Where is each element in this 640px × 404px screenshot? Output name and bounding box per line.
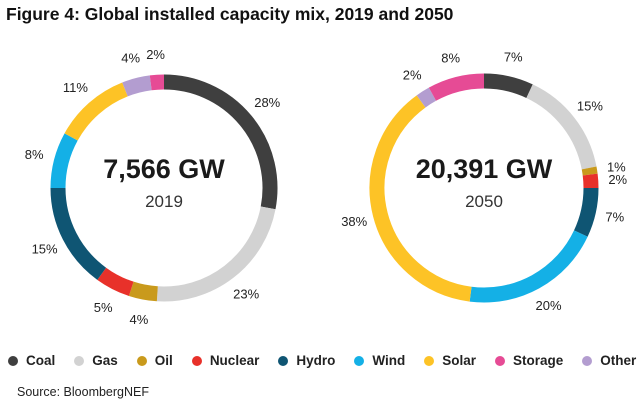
legend-label-nuclear: Nuclear bbox=[209, 353, 260, 368]
legend-item-coal: Coal bbox=[8, 353, 55, 368]
legend-item-other: Other bbox=[582, 353, 636, 368]
slice-label-other-2019: 4% bbox=[121, 51, 140, 66]
center-year-2050: 2050 bbox=[465, 192, 503, 211]
slice-label-gas-2019: 23% bbox=[233, 286, 259, 301]
legend-item-gas: Gas bbox=[74, 353, 118, 368]
legend-swatch-nuclear bbox=[191, 355, 202, 366]
legend-item-storage: Storage bbox=[495, 353, 563, 368]
donut-charts: 28% 23% 4% 5% 15% 8% 11% 4% 2% 7,566 GW 2019 7% 15% 1… bbox=[25, 47, 628, 327]
legend-swatch-coal bbox=[8, 355, 18, 366]
slice-label-hydro-2050: 7% bbox=[605, 210, 624, 225]
legend-swatch-hydro bbox=[278, 355, 289, 366]
legend-label-gas: Gas bbox=[92, 353, 118, 368]
legend-label-coal: Coal bbox=[26, 353, 56, 368]
slice-label-nuclear-2019: 5% bbox=[94, 300, 113, 315]
legend-item-oil: Oil bbox=[136, 353, 173, 368]
slice-oil-2019 bbox=[128, 281, 159, 302]
slice-nuclear-2050 bbox=[582, 173, 599, 189]
slice-label-coal-2050: 7% bbox=[504, 50, 523, 65]
slice-label-coal-2019: 28% bbox=[254, 95, 280, 110]
center-total-2019: 7,566 GW bbox=[103, 154, 225, 184]
slice-label-storage-2050: 8% bbox=[441, 51, 460, 66]
center-total-2050: 20,391 GW bbox=[416, 154, 553, 184]
slice-wind-2050 bbox=[469, 230, 588, 303]
slice-storage-2019 bbox=[149, 74, 165, 91]
slice-label-solar-2019: 11% bbox=[63, 80, 88, 95]
legend-label-hydro: Hydro bbox=[296, 353, 336, 368]
legend-swatch-storage bbox=[495, 355, 505, 366]
legend-label-solar: Solar bbox=[442, 353, 476, 368]
slice-nuclear-2019 bbox=[97, 267, 134, 296]
legend-item-wind: Wind bbox=[354, 353, 405, 368]
center-year-2019: 2019 bbox=[145, 192, 183, 211]
slice-other-2019 bbox=[122, 75, 152, 97]
slice-label-nuclear-2050: 2% bbox=[608, 172, 627, 187]
slice-label-oil-2019: 4% bbox=[129, 312, 148, 327]
slice-coal-2019 bbox=[163, 74, 278, 210]
slice-label-wind-2050: 20% bbox=[536, 298, 562, 313]
slice-wind-2019 bbox=[50, 133, 78, 189]
slice-hydro-2050 bbox=[573, 187, 599, 237]
slice-solar-2050 bbox=[369, 95, 472, 302]
legend-label-wind: Wind bbox=[372, 353, 406, 368]
legend-swatch-other bbox=[582, 355, 593, 366]
slice-hydro-2019 bbox=[50, 187, 107, 280]
legend-swatch-solar bbox=[424, 355, 435, 366]
chart-title: Figure 4: Global installed capacity mix,… bbox=[6, 4, 454, 24]
slice-label-gas-2050: 15% bbox=[577, 98, 603, 113]
slice-coal-2050 bbox=[483, 73, 533, 99]
legend-swatch-gas bbox=[74, 355, 85, 366]
legend-item-nuclear: Nuclear bbox=[191, 353, 260, 368]
legend: Coal Gas Oil Nuclear Hydro Wind Solar Storage Ot… bbox=[8, 353, 636, 368]
legend-item-hydro: Hydro bbox=[278, 353, 335, 368]
legend-swatch-wind bbox=[354, 355, 365, 366]
legend-label-other: Other bbox=[600, 353, 637, 368]
slice-oil-2050 bbox=[581, 166, 598, 176]
slice-solar-2019 bbox=[64, 82, 128, 141]
slice-label-other-2050: 2% bbox=[403, 67, 422, 82]
legend-label-oil: Oil bbox=[154, 353, 173, 368]
legend-label-storage: Storage bbox=[513, 353, 564, 368]
legend-item-solar: Solar bbox=[424, 353, 476, 368]
legend-swatch-oil bbox=[136, 355, 147, 366]
slice-label-storage-2019: 2% bbox=[146, 47, 165, 62]
slice-storage-2050 bbox=[428, 73, 485, 101]
slice-other-2050 bbox=[416, 87, 437, 108]
source-note: Source: BloombergNEF bbox=[17, 385, 150, 399]
slice-gas-2050 bbox=[526, 84, 597, 170]
slice-label-oil-2050: 1% bbox=[607, 160, 626, 175]
slice-label-solar-2050: 38% bbox=[341, 214, 367, 229]
donut-2019: 28% 23% 4% 5% 15% 8% 11% 4% 2% 7,566 GW 2019 bbox=[25, 47, 281, 327]
slice-label-wind-2019: 8% bbox=[25, 147, 44, 162]
slice-gas-2019 bbox=[156, 206, 276, 302]
slice-label-hydro-2019: 15% bbox=[32, 241, 58, 256]
